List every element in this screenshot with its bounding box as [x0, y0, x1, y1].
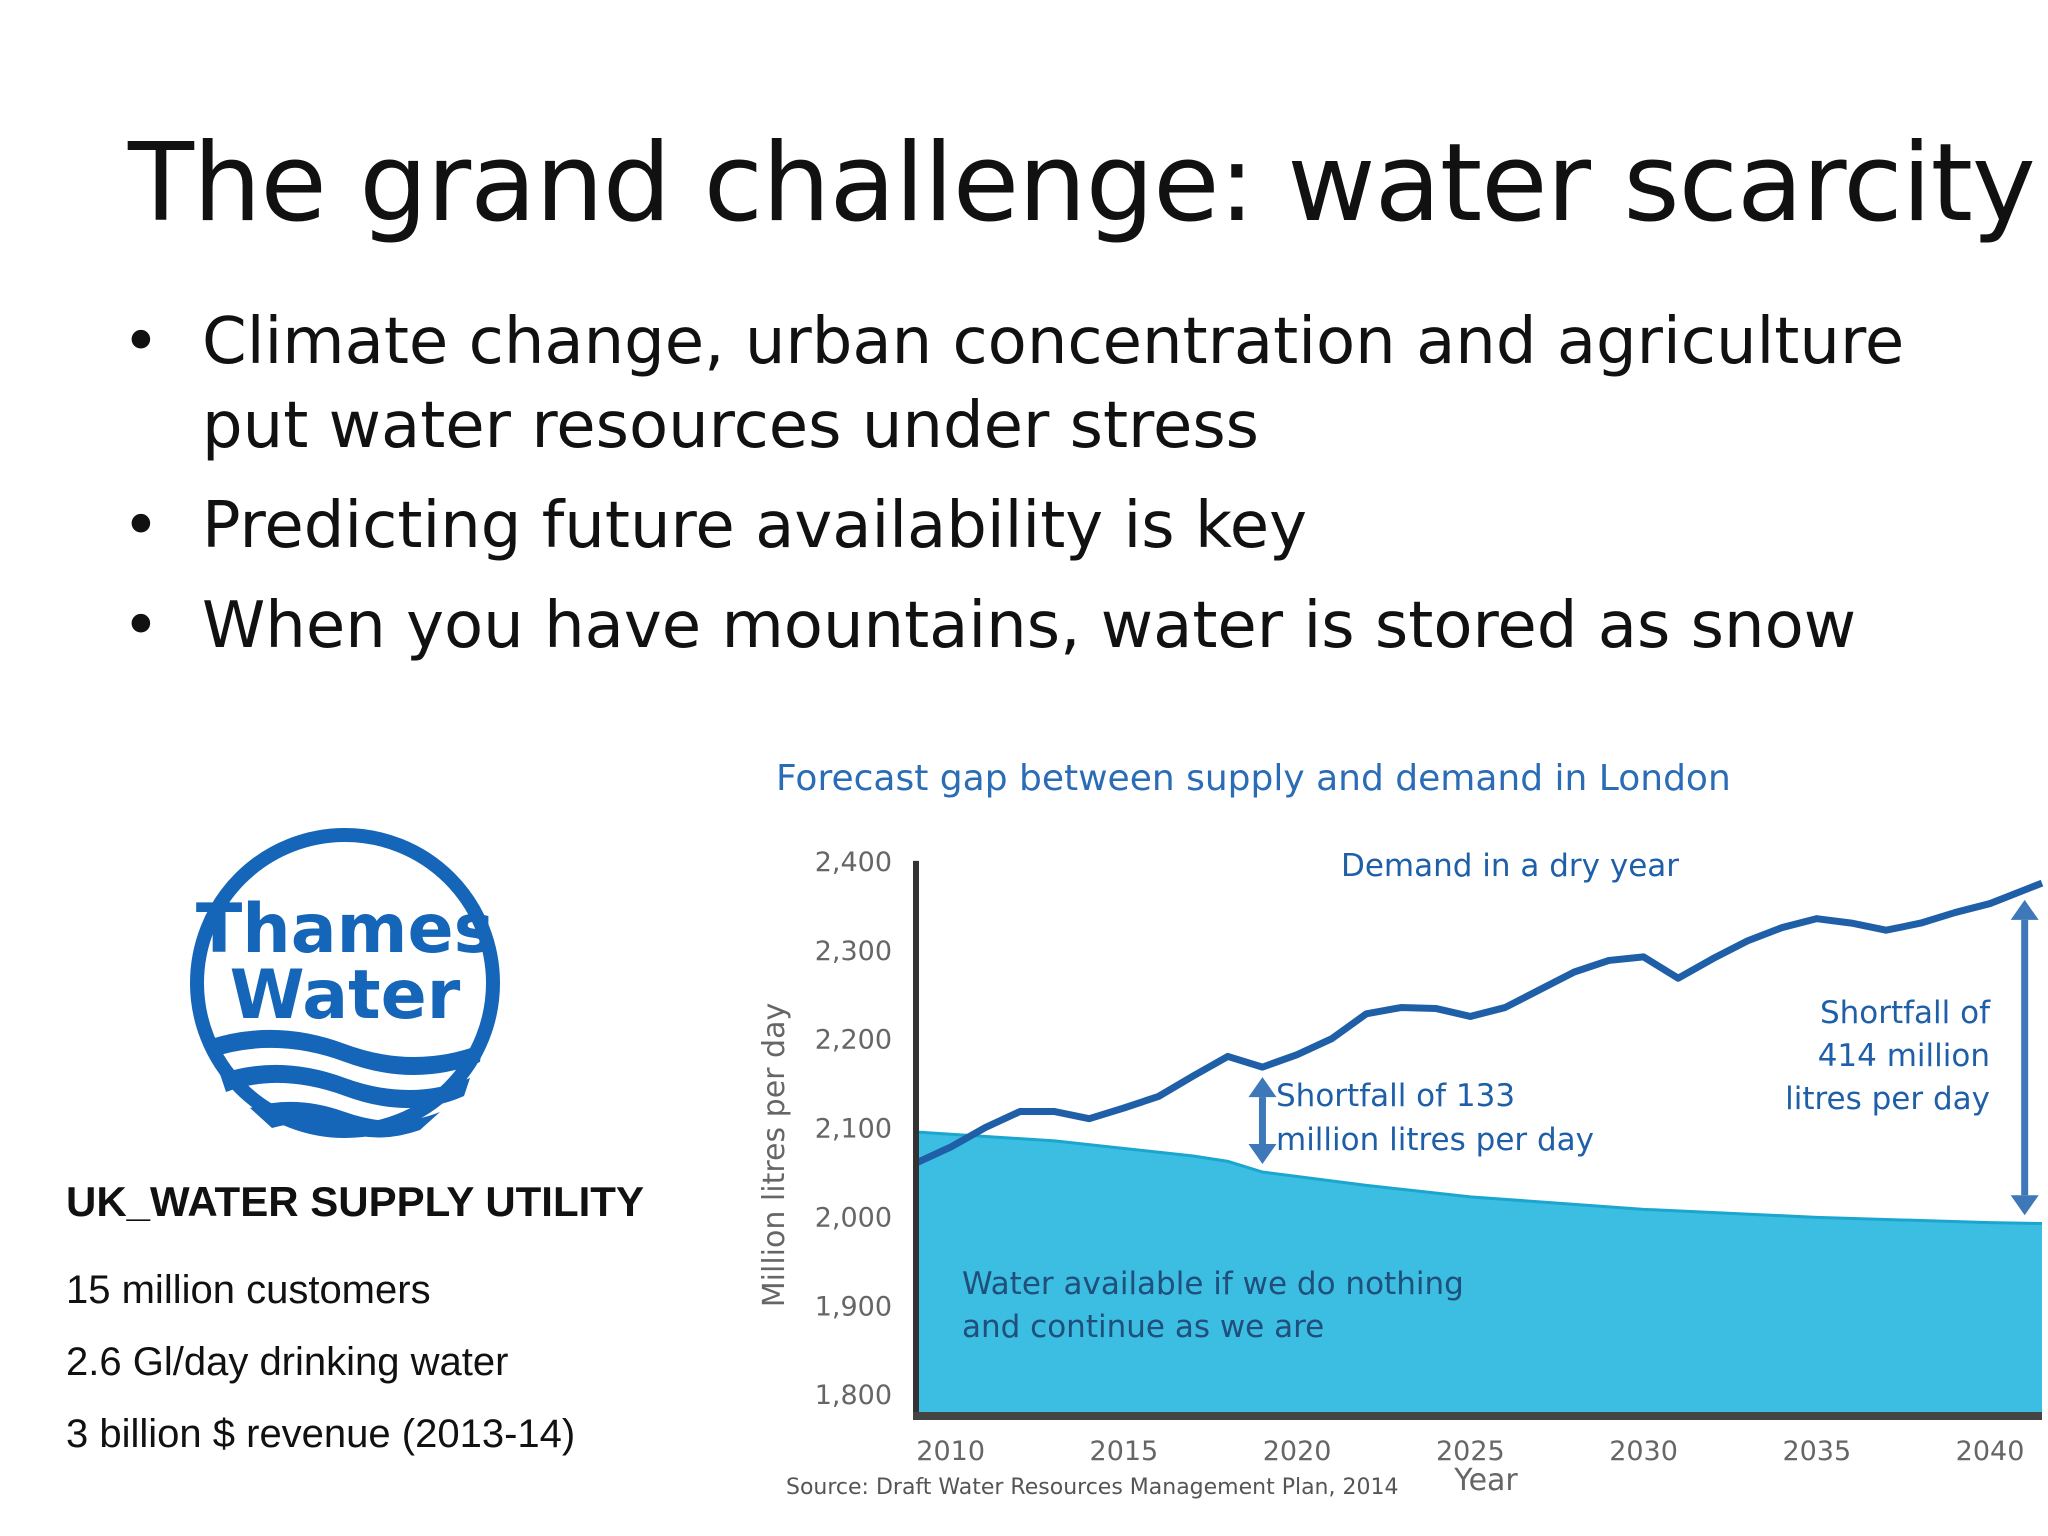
shortfall-2040-label: litres per day [1785, 1081, 1990, 1117]
y-tick-label: 1,900 [815, 1291, 892, 1322]
shortfall-2020-label: million litres per day [1276, 1122, 1594, 1158]
bullet-list: Climate change, urban concentration and … [120, 300, 1980, 684]
supply-area-label: Water available if we do nothing [962, 1266, 1464, 1302]
y-axis-label: Million litres per day [757, 1003, 792, 1307]
chart-title: Forecast gap between supply and demand i… [776, 758, 1731, 799]
y-tick-label: 2,000 [815, 1202, 892, 1233]
demand-series-line [914, 879, 2044, 1167]
logo-text-line1: Thames [196, 890, 494, 969]
chart-source: Source: Draft Water Resources Management… [786, 1475, 1398, 1500]
x-axis-label: Year [1453, 1463, 1518, 1498]
x-tick-label: 2025 [1436, 1436, 1505, 1467]
x-tick-label: 2035 [1782, 1436, 1851, 1467]
shortfall-arrow-2020 [1248, 1077, 1277, 1164]
logo-wave [250, 1101, 440, 1138]
arrow-head-up [2010, 899, 2039, 920]
logo-wave [220, 1064, 470, 1108]
shortfall-2040-label: Shortfall of [1820, 995, 1991, 1031]
x-tick-label: 2040 [1956, 1436, 2025, 1467]
x-tick-label: 2010 [916, 1436, 985, 1467]
x-tick-label: 2020 [1263, 1436, 1332, 1467]
thames-water-logo: Thames Water [190, 828, 500, 1138]
arrow-head-up [1248, 1077, 1277, 1098]
info-line: 2.6 Gl/day drinking water [66, 1340, 509, 1384]
supply-demand-chart: Forecast gap between supply and demand i… [757, 758, 2044, 1500]
supply-area-label: and continue as we are [962, 1309, 1324, 1345]
logo-wave [208, 1029, 482, 1075]
info-line: 3 billion $ revenue (2013-14) [66, 1412, 576, 1456]
y-tick-label: 2,200 [815, 1025, 892, 1056]
shortfall-2040-label: 414 million [1818, 1038, 1990, 1074]
info-line: 15 million customers [66, 1268, 431, 1312]
arrow-head-down [2010, 1195, 2039, 1216]
logo-text-line2: Water [230, 956, 461, 1035]
bullet-item: When you have mountains, water is stored… [120, 584, 1980, 668]
bullet-item: Climate change, urban concentration and … [120, 300, 1980, 468]
y-tick-label: 2,400 [815, 847, 892, 878]
bullet-item: Predicting future availability is key [120, 484, 1980, 568]
shortfall-2020-label: Shortfall of 133 [1276, 1078, 1515, 1114]
arrow-head-down [1248, 1144, 1277, 1164]
utility-info: UK_WATER SUPPLY UTILITY 15 million custo… [66, 1178, 644, 1470]
shortfall-arrow-2040 [2010, 899, 2039, 1216]
supply-area-edge [915, 1130, 2043, 1226]
demand-label: Demand in a dry year [1341, 848, 1679, 884]
x-tick-label: 2030 [1609, 1436, 1678, 1467]
y-tick-label: 2,300 [815, 936, 892, 967]
y-tick-label: 2,100 [815, 1114, 892, 1145]
x-tick-label: 2015 [1090, 1436, 1159, 1467]
y-tick-label: 1,800 [815, 1380, 892, 1411]
info-heading: UK_WATER SUPPLY UTILITY [66, 1178, 644, 1225]
supply-area [916, 1132, 2042, 1412]
slide-title: The grand challenge: water scarcity [128, 121, 2036, 246]
